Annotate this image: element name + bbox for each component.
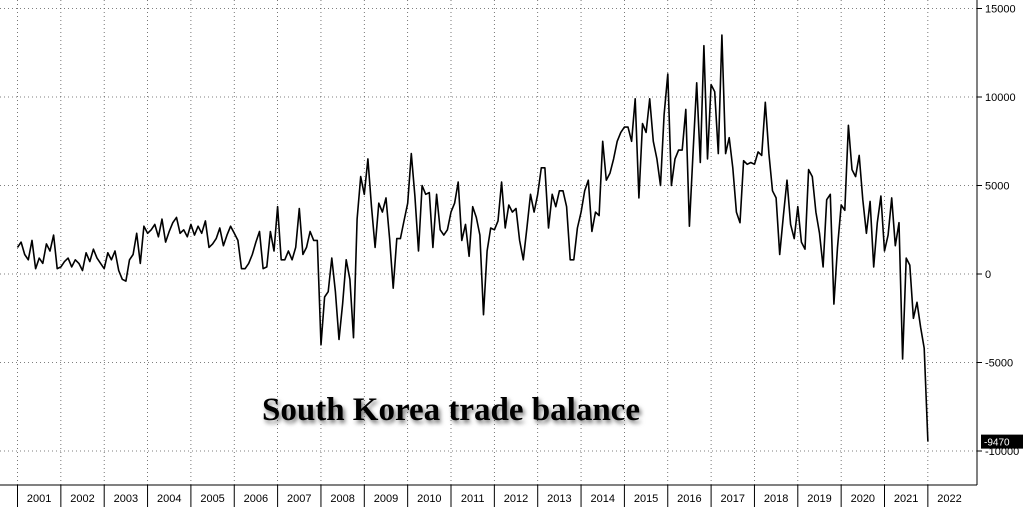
- x-tick-label: 2018: [764, 493, 788, 505]
- y-tick-label: 0: [985, 269, 991, 281]
- x-tick-label: 2013: [547, 493, 571, 505]
- last-value-box: [981, 434, 1023, 449]
- x-tick-label: 2002: [70, 493, 94, 505]
- trade-balance-line: [16, 34, 929, 442]
- y-tick-label: -10000: [985, 446, 1019, 458]
- grid-lines: [0, 0, 977, 485]
- x-axis-ticks: 2001 2002 2003 2004 2005 2006 2007 2008 2009 2010…: [17, 485, 962, 507]
- x-tick-label: 2015: [634, 493, 658, 505]
- x-tick-label: 2020: [851, 493, 875, 505]
- x-tick-label: 2010: [417, 493, 441, 505]
- x-tick-label: 2008: [330, 493, 354, 505]
- x-tick-label: 2017: [721, 493, 745, 505]
- x-tick-label: 2019: [807, 493, 831, 505]
- x-tick-label: 2006: [244, 493, 268, 505]
- last-value-group: -9470: [981, 434, 1023, 449]
- x-tick-label: 2014: [590, 493, 614, 505]
- x-tick-label: 2012: [504, 493, 528, 505]
- x-tick-label: 2022: [937, 493, 961, 505]
- x-tick-label: 2021: [894, 493, 918, 505]
- x-tick-label: 2011: [461, 493, 485, 505]
- y-tick-label: 15000: [985, 4, 1016, 16]
- last-value-label: -9470: [984, 438, 1010, 449]
- y-tick-label: 5000: [985, 181, 1009, 193]
- x-tick-label: 2007: [287, 493, 311, 505]
- x-tick-label: 2016: [677, 493, 701, 505]
- y-tick-label: -5000: [985, 358, 1013, 370]
- series-group: [16, 34, 929, 442]
- x-tick-label: 2005: [200, 493, 224, 505]
- x-tick-label: 2003: [114, 493, 138, 505]
- x-tick-label: 2009: [374, 493, 398, 505]
- x-tick-label: 2001: [27, 493, 51, 505]
- chart-title: South Korea trade balance: [262, 392, 640, 428]
- y-tick-label: 10000: [985, 92, 1016, 104]
- x-tick-label: 2004: [157, 493, 181, 505]
- y-axis-ticks: 15000 10000 5000 0 -5000 -10000: [977, 4, 1019, 458]
